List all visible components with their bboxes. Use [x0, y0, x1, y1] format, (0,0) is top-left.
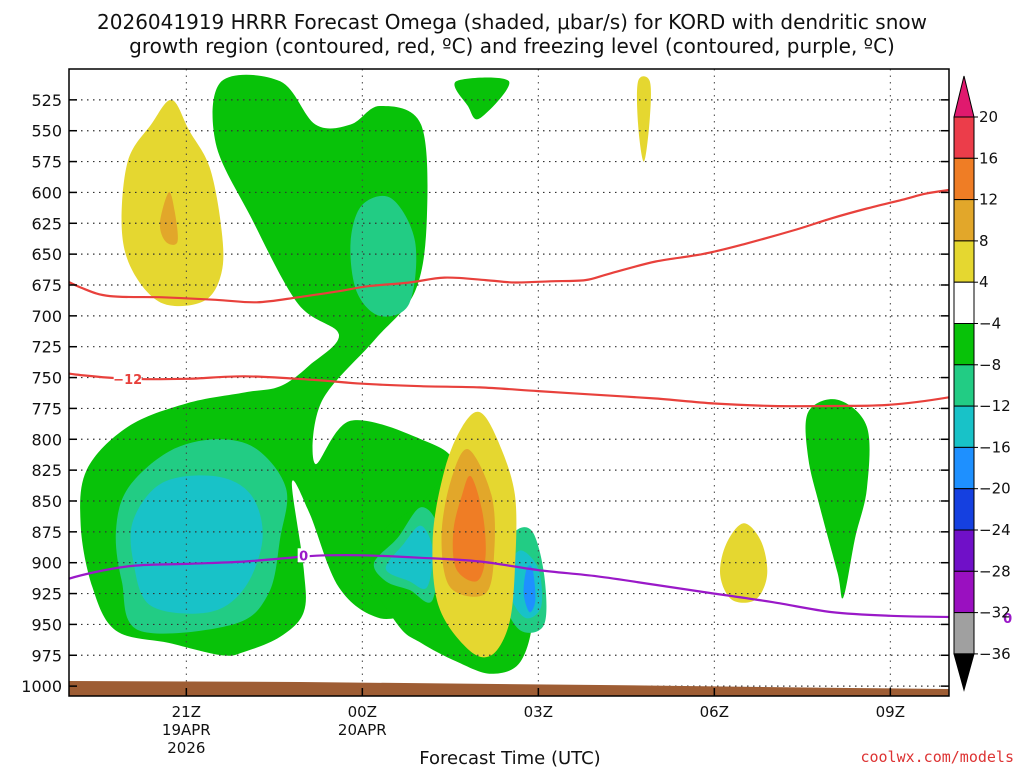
contour-label-1: −12 — [113, 373, 142, 388]
colorbar-label-4: 8 — [979, 232, 989, 250]
omega-region-8-1 — [159, 192, 178, 245]
y-tick-label-875: 875 — [31, 523, 62, 542]
colorbar-bottom-arrow — [953, 653, 975, 692]
colorbar-label-2: 16 — [979, 149, 998, 167]
y-tick-label-775: 775 — [31, 399, 62, 418]
colorbar-label-13: −32 — [979, 604, 1011, 622]
x-tick-label-03Z: 03Z — [524, 703, 553, 721]
y-tick-label-850: 850 — [31, 492, 62, 511]
contour-labels: −12 0 0 — [113, 371, 1014, 627]
contour-dendritic-upper-red — [69, 188, 949, 304]
omega-region-neg12-1 — [130, 475, 263, 614]
omega-region-neg4-4 — [805, 399, 870, 599]
colorbar-label-3: 12 — [979, 191, 998, 209]
y-tick-label-675: 675 — [31, 276, 62, 295]
colorbar-swatch-11 — [953, 529, 975, 572]
contour-label-3: 0 — [1003, 612, 1012, 627]
y-tick-label-600: 600 — [31, 183, 62, 202]
colorbar-label-5: 4 — [979, 273, 989, 291]
omega-region-4-4 — [636, 76, 651, 162]
omega-shaded-field — [80, 74, 870, 674]
colorbar-swatch-13 — [953, 612, 975, 655]
contour-label-2: 0 — [299, 549, 308, 564]
y-tick-label-750: 750 — [31, 369, 62, 388]
colorbar-swatch-1 — [953, 116, 975, 159]
colorbar-label-6: −4 — [979, 315, 1001, 333]
y-tick-label-900: 900 — [31, 554, 62, 573]
contour-label-bg-1 — [113, 371, 142, 386]
colorbar-swatch-10 — [953, 488, 975, 531]
colorbar-swatch-5 — [953, 281, 975, 325]
contour-label-bg-2 — [297, 548, 310, 563]
colorbar-swatch-2 — [953, 157, 975, 201]
x-tick-label-00Z: 00Z — [348, 703, 377, 721]
colorbar-label-14: −36 — [979, 645, 1011, 663]
chart-title-line1: 2026041919 HRRR Forecast Omega (shaded, … — [97, 10, 927, 34]
colorbar-swatch-9 — [953, 446, 975, 490]
temperature-contours — [69, 188, 949, 619]
colorbar-swatch-7 — [953, 364, 975, 407]
grid-lines — [69, 69, 949, 696]
omega-region-neg4-3 — [454, 77, 510, 120]
omega-region-neg16-1 — [523, 565, 536, 613]
y-tick-label-700: 700 — [31, 307, 62, 326]
colorbar-top-arrow — [953, 75, 975, 118]
x-tick-label-21Z: 21Z — [172, 703, 201, 721]
colorbar-swatch-6 — [953, 323, 975, 366]
ground-fill — [69, 681, 949, 696]
colorbar-swatch-8 — [953, 405, 975, 448]
colorbar-label-10: −20 — [979, 480, 1011, 498]
colorbar-label-7: −8 — [979, 356, 1001, 374]
omega-region-4-3 — [720, 523, 768, 603]
colorbar-label-8: −12 — [979, 397, 1011, 415]
contour-dendritic-lower-red — [69, 372, 949, 408]
contour-label-bg-3 — [1001, 611, 1014, 626]
x-tick-date-00Z: 20APR — [338, 721, 387, 739]
y-tick-label-550: 550 — [31, 122, 62, 141]
x-axis-time: 21Z19APR202600Z20APR03Z06Z09Z12Z — [162, 688, 905, 757]
omega-region-12-1 — [452, 475, 486, 582]
y-tick-label-525: 525 — [31, 91, 62, 110]
x-tick-year-21Z: 2026 — [167, 739, 205, 757]
omega-colorbar: 20 16 12 8 4 −4 −8 −12 −16 −20 −24 −28 −32 −36 — [953, 75, 1011, 692]
y-tick-label-950: 950 — [31, 615, 62, 634]
colorbar-label-1: 20 — [979, 108, 998, 126]
x-tick-date-21Z: 19APR — [162, 721, 211, 739]
y-axis-pressure: 525 550 575 600 625 650 675 700 725 750 775 800 825 8… — [21, 91, 949, 696]
y-tick-label-625: 625 — [31, 214, 62, 233]
contour-freezing-level-purple — [69, 553, 949, 619]
colorbar-swatch-12 — [953, 570, 975, 614]
chart-title-line2: growth region (contoured, red, ºC) and f… — [129, 34, 895, 58]
x-axis-title: Forecast Time (UTC) — [419, 748, 600, 768]
y-tick-label-800: 800 — [31, 430, 62, 449]
colorbar-swatch-3 — [953, 199, 975, 242]
y-tick-label-725: 725 — [31, 338, 62, 357]
colorbar-swatch-4 — [953, 240, 975, 283]
plot-frame — [68, 68, 950, 697]
y-tick-label-650: 650 — [31, 245, 62, 264]
y-tick-label-925: 925 — [31, 585, 62, 604]
colorbar-label-12: −28 — [979, 562, 1011, 580]
ground-terrain — [69, 681, 949, 696]
x-tick-label-09Z: 09Z — [876, 703, 905, 721]
x-tick-label-06Z: 06Z — [700, 703, 729, 721]
y-tick-label-1000: 1000 — [21, 677, 62, 696]
site-credit: coolwx.com/models — [860, 748, 1014, 766]
colorbar-label-9: −16 — [979, 438, 1011, 456]
colorbar-label-11: −24 — [979, 521, 1011, 539]
y-tick-label-975: 975 — [31, 646, 62, 665]
y-tick-label-825: 825 — [31, 461, 62, 480]
y-tick-label-575: 575 — [31, 153, 62, 172]
